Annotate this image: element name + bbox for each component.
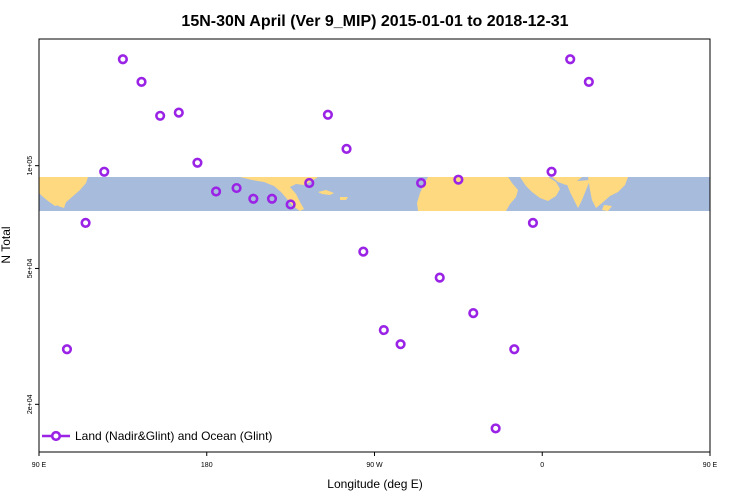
data-point	[210, 186, 222, 197]
data-point	[546, 166, 557, 177]
data-point	[266, 193, 278, 204]
data-point	[304, 177, 315, 189]
y-tick-label: 2e+04	[27, 394, 34, 414]
x-tick-label: 0	[540, 462, 544, 469]
y-axis: 2e+04 5e+04 1e+05	[27, 156, 39, 414]
data-point	[358, 246, 369, 257]
x-tick-label: 90 E	[32, 462, 47, 469]
legend: Land (Nadir&Glint) and Ocean (Glint)	[42, 429, 272, 443]
data-point	[341, 143, 352, 154]
x-axis: 90 E 180 90 W 0 90 E	[32, 452, 718, 469]
x-axis-label: Longitude (deg E)	[327, 477, 422, 491]
data-point	[248, 193, 259, 204]
data-points	[61, 54, 594, 434]
data-point	[61, 344, 73, 355]
data-point	[378, 324, 389, 336]
map-background-band	[39, 177, 710, 211]
data-point	[509, 344, 520, 355]
data-point	[155, 110, 166, 121]
x-tick-label: 180	[201, 462, 213, 469]
land-shapes	[39, 177, 628, 211]
data-point	[434, 272, 445, 283]
data-point	[395, 339, 406, 350]
data-point	[285, 199, 296, 210]
data-point	[192, 157, 203, 168]
data-point	[136, 76, 147, 87]
y-axis-label: N Total	[0, 226, 13, 263]
data-point	[583, 76, 594, 87]
data-point	[490, 423, 501, 434]
data-point	[527, 217, 539, 228]
y-tick-label: 1e+05	[27, 156, 34, 176]
x-tick-label: 90 W	[366, 462, 383, 469]
y-tick-label: 5e+04	[27, 259, 34, 279]
data-point	[468, 308, 479, 319]
data-point	[173, 107, 184, 118]
legend-marker	[50, 430, 62, 442]
chart-title: 15N-30N April (Ver 9_MIP) 2015-01-01 to …	[181, 13, 568, 30]
plot-frame	[38, 38, 711, 453]
data-point	[453, 174, 464, 185]
legend-label: Land (Nadir&Glint) and Ocean (Glint)	[75, 429, 272, 443]
data-point	[565, 54, 576, 65]
data-point	[231, 182, 242, 194]
data-point	[99, 166, 110, 177]
x-tick-label: 90 E	[703, 462, 718, 469]
data-point	[415, 177, 427, 189]
data-point	[80, 217, 91, 228]
data-point	[117, 54, 128, 65]
data-point	[322, 109, 334, 120]
